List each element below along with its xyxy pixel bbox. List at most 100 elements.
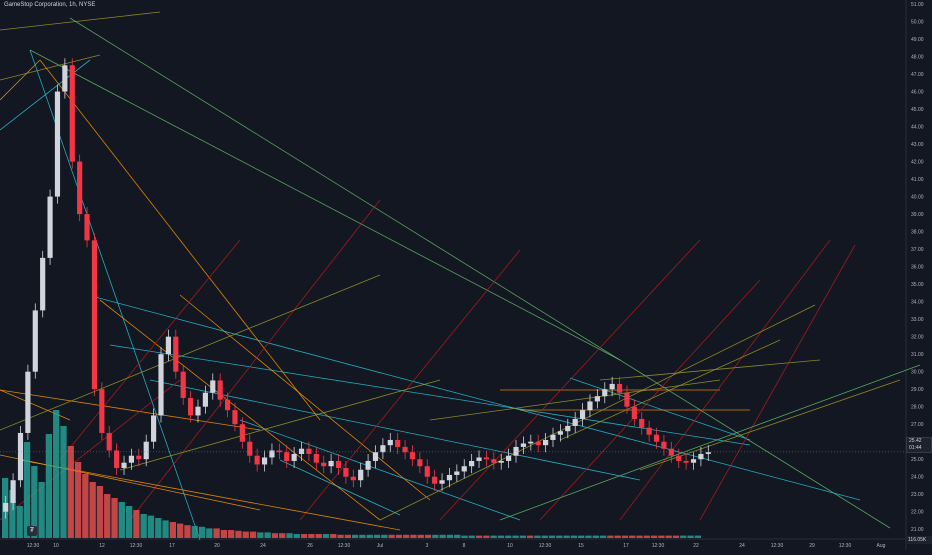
- volume-bar: [410, 534, 417, 538]
- trend-line: [119, 379, 441, 471]
- candle-body: [77, 161, 83, 215]
- y-tick-label: 35.00: [911, 282, 924, 288]
- candle-body: [173, 336, 179, 372]
- volume-bar: [257, 532, 264, 538]
- candle-body: [3, 502, 9, 512]
- x-tick-label: 29: [809, 543, 815, 549]
- trend-line: [569, 377, 751, 441]
- trend-line: [619, 239, 831, 521]
- candle-body: [106, 432, 112, 451]
- trend-line: [0, 59, 41, 101]
- volume-bar: [330, 534, 337, 538]
- x-tick-label: 17: [169, 543, 175, 549]
- volume-bar: [381, 534, 388, 538]
- candle-body: [350, 476, 356, 481]
- candle-body: [232, 410, 238, 425]
- candle-body: [506, 455, 512, 461]
- volume-bar: [228, 530, 235, 538]
- volume-bar: [446, 534, 454, 538]
- volume-bar: [643, 535, 650, 538]
- candle-body: [32, 310, 38, 372]
- candle-body: [661, 441, 667, 449]
- trend-line: [239, 419, 521, 521]
- candle-body: [69, 65, 75, 162]
- volume-bar: [31, 466, 38, 538]
- trend-line: [94, 296, 861, 501]
- candle-body: [395, 439, 401, 447]
- candle-body: [594, 396, 600, 402]
- volume-bar: [9, 490, 16, 538]
- y-tick-label: 27.00: [911, 422, 924, 428]
- candle-body: [247, 441, 253, 456]
- volume-bar: [687, 535, 694, 538]
- volume-bar: [439, 534, 446, 538]
- candle-body: [17, 432, 24, 481]
- volume-bar: [111, 498, 118, 538]
- candle-body: [25, 371, 31, 433]
- x-tick-label: 12:30: [27, 543, 40, 549]
- volume-bar: [191, 526, 198, 538]
- volume-bar: [293, 534, 300, 538]
- trend-line: [109, 344, 751, 446]
- y-tick-label: 46.00: [911, 90, 924, 96]
- volume-bar: [96, 486, 104, 538]
- y-tick-label: 47.00: [911, 72, 924, 78]
- y-tick-label: 43.00: [911, 142, 924, 148]
- trend-line: [539, 279, 761, 521]
- volume-bar: [198, 526, 206, 538]
- volume-bar: [650, 535, 658, 538]
- candle-body: [469, 460, 475, 467]
- candle-body: [313, 453, 319, 463]
- candle-body: [269, 450, 275, 458]
- candle-body: [328, 460, 334, 467]
- volume-bar: [570, 535, 578, 538]
- volume-bar: [490, 535, 497, 538]
- candle-body: [99, 389, 105, 433]
- x-tick-label: 12:30: [539, 543, 552, 549]
- volume-bar: [206, 528, 213, 538]
- candle-body: [217, 380, 223, 400]
- candle-body: [446, 474, 453, 481]
- candle-body: [535, 441, 541, 446]
- candle-body: [40, 257, 46, 311]
- x-tick-label: 15: [578, 543, 584, 549]
- volume-bar: [680, 535, 687, 538]
- volume-bar: [279, 533, 286, 538]
- y-tick-label: 48.00: [911, 55, 924, 61]
- trend-line: [559, 339, 781, 441]
- y-tick-label: 34.00: [911, 300, 924, 306]
- candle-body: [10, 480, 16, 503]
- x-tick-label: 24: [739, 543, 745, 549]
- candle-body: [513, 446, 519, 456]
- trend-line: [129, 199, 381, 521]
- candle-body: [624, 392, 630, 407]
- candle-body: [461, 466, 467, 472]
- volume-bar: [672, 535, 680, 538]
- x-tick-label: 24: [260, 543, 266, 549]
- y-tick-label: 32.00: [911, 335, 924, 341]
- candle-body: [224, 399, 231, 411]
- y-tick-label: 25.00: [911, 457, 924, 463]
- candle-body: [602, 389, 608, 397]
- x-tick-label: 12:30: [130, 543, 143, 549]
- volume-bar: [125, 506, 133, 538]
- volume-bar: [140, 514, 147, 538]
- candle-body: [520, 443, 526, 447]
- volume-bar: [694, 535, 701, 538]
- candle-body: [239, 424, 245, 442]
- volume-bar: [169, 522, 176, 538]
- candle-body: [454, 471, 460, 475]
- volume-bar: [592, 535, 599, 538]
- candle-body: [653, 434, 660, 442]
- y-tick-label: 29.00: [911, 387, 924, 393]
- candle-body: [579, 410, 586, 419]
- candle-body: [550, 434, 556, 440]
- volume-bar: [629, 535, 636, 538]
- trend-line: [69, 17, 891, 529]
- x-tick-label: 12:30: [652, 543, 665, 549]
- volume-bar: [585, 535, 592, 538]
- trend-line: [29, 49, 621, 361]
- volume-bar: [432, 534, 439, 538]
